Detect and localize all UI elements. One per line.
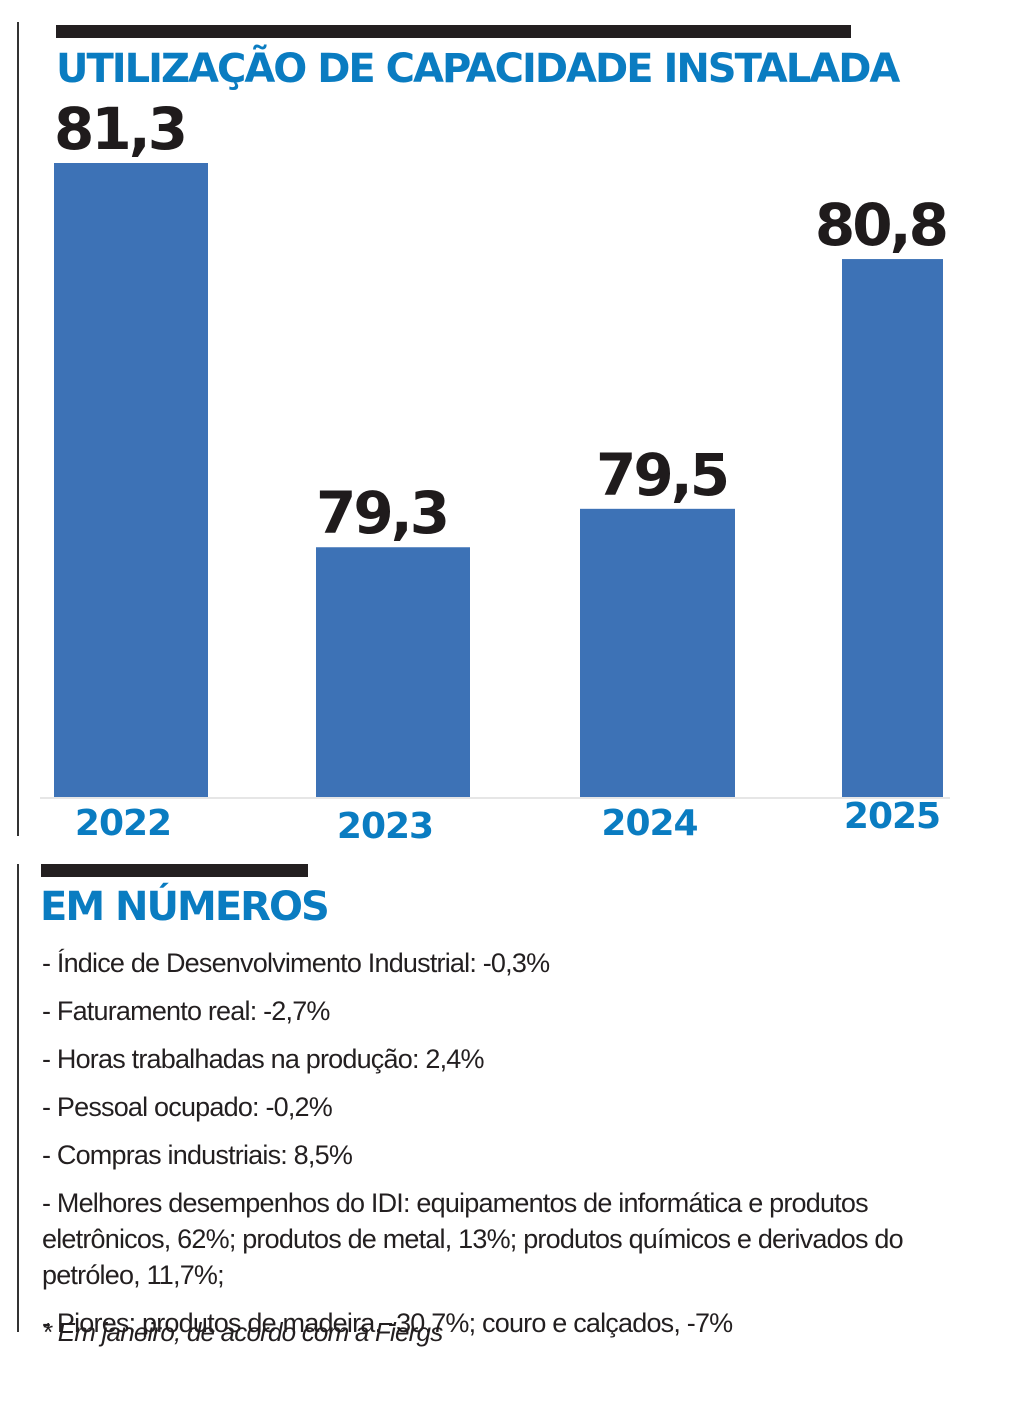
section-header-bar (41, 864, 308, 877)
category-label-2024: 2024 (601, 803, 697, 844)
stats-list: - Índice de Desenvolvimento Industrial: … (42, 945, 942, 1353)
list-item: - Índice de Desenvolvimento Industrial: … (42, 948, 550, 978)
value-label-2022: 81,3 (54, 95, 185, 163)
list-item: - Compras industriais: 8,5% (42, 1140, 353, 1170)
bar-2023 (316, 547, 470, 797)
section-title: EM NÚMEROS (40, 884, 330, 930)
footnote: * Em janeiro, de acordo com a Fiergs (42, 1317, 443, 1347)
list-item: - Melhores desempenhos do IDI: equipamen… (42, 1188, 904, 1290)
list-item: - Pessoal ocupado: -0,2% (42, 1092, 333, 1122)
value-label-2025: 80,8 (815, 191, 946, 259)
list-item: - Faturamento real: -2,7% (42, 996, 330, 1026)
category-label-2023: 2023 (337, 806, 433, 847)
bar-chart: 81,3 79,3 79,5 80,8 2022 2023 2024 2025 (40, 95, 950, 847)
value-label-2024: 79,5 (596, 441, 727, 509)
category-label-2022: 2022 (75, 803, 171, 844)
bar-2025 (842, 259, 943, 797)
category-label-2025: 2025 (844, 796, 940, 837)
bar-2024 (580, 508, 735, 797)
left-rule-top (17, 22, 19, 836)
list-item: - Horas trabalhadas na produção: 2,4% (42, 1044, 485, 1074)
value-label-2023: 79,3 (316, 479, 447, 547)
bar-2022 (54, 163, 208, 797)
list-item: - Piores: produtos de madeira, -30,7%; c… (42, 1308, 733, 1338)
chart-header-bar (56, 25, 851, 38)
chart-title: UTILIZAÇÃO DE CAPACIDADE INSTALADA (56, 46, 900, 92)
left-rule-bottom (17, 864, 19, 1332)
